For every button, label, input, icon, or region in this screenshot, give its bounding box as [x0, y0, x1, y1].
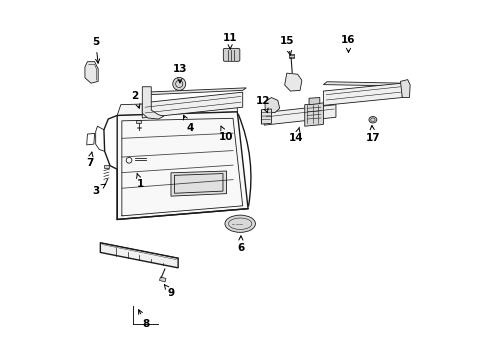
Polygon shape — [308, 98, 319, 105]
Text: 9: 9 — [164, 285, 174, 298]
Bar — [289, 54, 294, 58]
Text: 10: 10 — [218, 126, 233, 142]
Text: 14: 14 — [288, 127, 303, 143]
Text: 4: 4 — [183, 115, 193, 133]
Polygon shape — [117, 101, 237, 116]
Polygon shape — [142, 92, 242, 118]
Circle shape — [172, 77, 185, 90]
Bar — [136, 120, 141, 123]
Polygon shape — [85, 62, 98, 83]
FancyBboxPatch shape — [223, 48, 239, 61]
Polygon shape — [304, 103, 323, 126]
Text: 12: 12 — [256, 96, 270, 113]
Text: 8: 8 — [139, 310, 149, 329]
Polygon shape — [264, 105, 335, 125]
Text: 13: 13 — [172, 64, 187, 83]
Text: 6: 6 — [237, 236, 244, 253]
Text: 5: 5 — [92, 37, 100, 63]
Ellipse shape — [224, 215, 255, 232]
Text: 7: 7 — [86, 152, 93, 168]
Polygon shape — [142, 88, 246, 95]
Text: 2: 2 — [131, 91, 140, 108]
Ellipse shape — [368, 117, 376, 123]
Text: 15: 15 — [280, 36, 294, 55]
Polygon shape — [100, 243, 178, 268]
Polygon shape — [264, 98, 279, 113]
Text: 1: 1 — [136, 173, 144, 189]
Text: 17: 17 — [365, 126, 379, 143]
Polygon shape — [142, 87, 163, 119]
Bar — [159, 277, 165, 282]
Polygon shape — [400, 80, 409, 98]
Polygon shape — [284, 73, 301, 91]
Text: 3: 3 — [92, 184, 105, 196]
Polygon shape — [171, 171, 226, 196]
Bar — [104, 165, 109, 168]
Polygon shape — [117, 112, 247, 220]
Polygon shape — [323, 83, 402, 105]
Polygon shape — [323, 82, 403, 86]
Text: 11: 11 — [223, 33, 237, 49]
Text: 16: 16 — [341, 35, 355, 53]
Polygon shape — [261, 109, 271, 124]
